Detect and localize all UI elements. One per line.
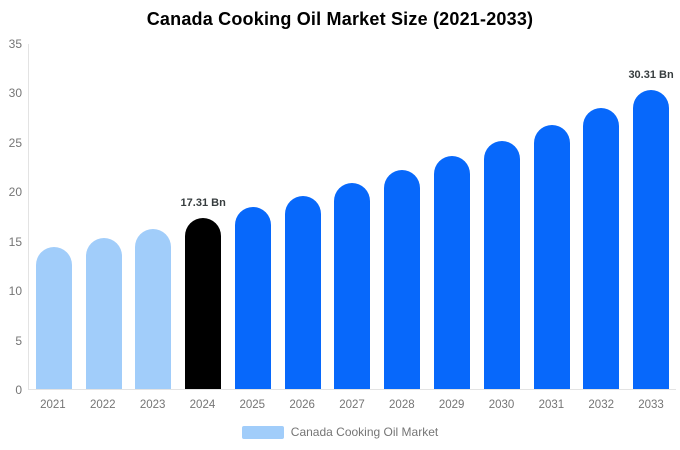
bar-2023[interactable] bbox=[135, 228, 172, 389]
y-axis: 0 5 10 15 20 25 30 35 bbox=[0, 38, 22, 396]
y-axis-tick-label: 5 bbox=[15, 333, 22, 348]
bar-2026[interactable] bbox=[284, 195, 321, 389]
x-axis-label-2022: 2022 bbox=[89, 399, 116, 411]
y-axis-tick-label: 35 bbox=[8, 37, 22, 51]
bar-2031[interactable] bbox=[533, 125, 570, 389]
x-axis-label-2027: 2027 bbox=[339, 399, 365, 411]
bar-slot bbox=[576, 44, 626, 389]
bar-slot bbox=[228, 44, 278, 389]
bar-2029[interactable] bbox=[434, 156, 470, 389]
x-axis: 2021 2022 2023 2024 2025 2026 2027 2028 2029 2030… bbox=[28, 399, 676, 411]
data-label-2024: 17.31 Bn bbox=[180, 197, 226, 210]
bar-2028[interactable] bbox=[384, 170, 421, 389]
x-axis-label-2021: 2021 bbox=[40, 399, 66, 411]
bar-2027[interactable] bbox=[334, 183, 371, 389]
x-axis-label-2032: 2032 bbox=[588, 399, 614, 411]
y-axis-tick-label: 25 bbox=[8, 135, 22, 150]
x-axis-label-2029: 2029 bbox=[438, 399, 465, 411]
bars-row: 17.31 Bn 30.31 Bn bbox=[29, 44, 676, 389]
bar-2033[interactable] bbox=[633, 90, 670, 389]
bar-slot bbox=[377, 44, 427, 389]
bar-slot bbox=[79, 44, 129, 389]
x-axis-label-2024: 2024 bbox=[189, 399, 216, 411]
y-axis-tick-label: 15 bbox=[8, 234, 22, 249]
y-axis-tick-label: 30 bbox=[8, 86, 22, 101]
y-axis-tick-label: 0 bbox=[15, 383, 22, 397]
bar-2024[interactable] bbox=[185, 218, 222, 389]
bar-slot bbox=[328, 44, 378, 389]
legend-swatch-icon bbox=[241, 425, 284, 439]
x-axis-label-2023: 2023 bbox=[139, 399, 166, 411]
bar-slot: 17.31 Bn bbox=[178, 44, 228, 389]
bar-slot bbox=[29, 44, 79, 389]
bar-2025[interactable] bbox=[234, 207, 271, 389]
bar-slot bbox=[527, 44, 577, 389]
bar-slot bbox=[477, 44, 527, 389]
x-axis-label-2031: 2031 bbox=[538, 399, 565, 411]
bar-slot: 30.31 Bn bbox=[626, 44, 676, 389]
x-axis-label-2028: 2028 bbox=[389, 399, 415, 411]
bar-slot bbox=[129, 44, 179, 389]
legend[interactable]: Canada Cooking Oil Market bbox=[0, 425, 680, 439]
data-label-2033: 30.31 Bn bbox=[628, 69, 674, 82]
plot-area: 17.31 Bn 30.31 Bn bbox=[28, 44, 676, 390]
y-axis-tick-label: 20 bbox=[8, 185, 22, 200]
chart-title: Canada Cooking Oil Market Size (2021-203… bbox=[146, 9, 534, 29]
bar-slot bbox=[427, 44, 477, 389]
bar-2030[interactable] bbox=[483, 141, 520, 389]
x-axis-label-2030: 2030 bbox=[488, 399, 515, 411]
y-axis-tick-label: 10 bbox=[8, 284, 22, 299]
bar-slot bbox=[278, 44, 328, 389]
x-axis-label-2025: 2025 bbox=[239, 399, 266, 411]
bar-2022[interactable] bbox=[85, 238, 122, 389]
bar-2021[interactable] bbox=[35, 247, 72, 389]
x-axis-label-2026: 2026 bbox=[289, 399, 315, 411]
x-axis-label-2033: 2033 bbox=[638, 399, 664, 411]
bar-2032[interactable] bbox=[583, 108, 620, 389]
legend-label: Canada Cooking Oil Market bbox=[290, 425, 439, 439]
